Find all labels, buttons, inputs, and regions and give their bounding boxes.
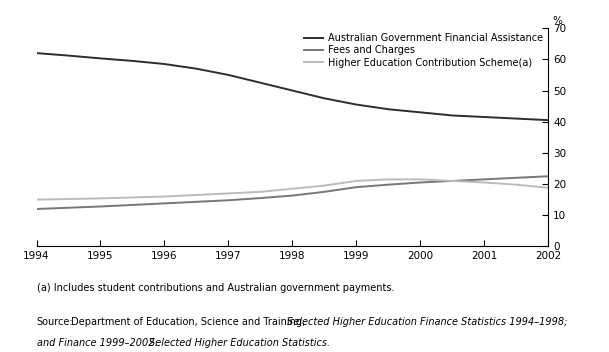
Fees and Charges — [97, 205, 104, 209]
Fees and Charges — [128, 203, 136, 207]
Fees and Charges — [384, 183, 392, 187]
Fees and Charges — [481, 177, 488, 182]
Australian Government Financial Assistance — [161, 62, 168, 66]
Fees and Charges — [65, 206, 72, 210]
Line: Australian Government Financial Assistance: Australian Government Financial Assistan… — [37, 53, 548, 120]
Fees and Charges — [320, 190, 328, 194]
Higher Education Contribution Scheme(a) — [161, 194, 168, 199]
Australian Government Financial Assistance — [481, 115, 488, 119]
Legend: Australian Government Financial Assistance, Fees and Charges, Higher Education C: Australian Government Financial Assistan… — [304, 33, 543, 68]
Text: Selected Higher Education Finance Statistics 1994–1998;: Selected Higher Education Finance Statis… — [287, 317, 567, 327]
Fees and Charges — [289, 194, 296, 198]
Australian Government Financial Assistance — [448, 113, 456, 118]
Australian Government Financial Assistance — [65, 54, 72, 58]
Higher Education Contribution Scheme(a) — [65, 197, 72, 201]
Fees and Charges — [161, 201, 168, 206]
Higher Education Contribution Scheme(a) — [97, 196, 104, 201]
Higher Education Contribution Scheme(a) — [544, 186, 552, 190]
Text: Department of Education, Science and Training,: Department of Education, Science and Tra… — [68, 317, 308, 327]
Fees and Charges — [33, 207, 40, 211]
Australian Government Financial Assistance — [320, 96, 328, 100]
Australian Government Financial Assistance — [544, 118, 552, 122]
Fees and Charges — [256, 196, 264, 200]
Australian Government Financial Assistance — [353, 102, 360, 107]
Australian Government Financial Assistance — [192, 67, 200, 71]
Higher Education Contribution Scheme(a) — [225, 191, 232, 195]
Australian Government Financial Assistance — [97, 56, 104, 61]
Fees and Charges — [353, 185, 360, 189]
Higher Education Contribution Scheme(a) — [512, 183, 519, 187]
Higher Education Contribution Scheme(a) — [256, 190, 264, 194]
Higher Education Contribution Scheme(a) — [128, 195, 136, 200]
Higher Education Contribution Scheme(a) — [320, 183, 328, 188]
Higher Education Contribution Scheme(a) — [33, 197, 40, 202]
Australian Government Financial Assistance — [384, 107, 392, 111]
Fees and Charges — [544, 174, 552, 178]
Fees and Charges — [192, 200, 200, 204]
Higher Education Contribution Scheme(a) — [289, 187, 296, 191]
Higher Education Contribution Scheme(a) — [417, 177, 424, 182]
Line: Higher Education Contribution Scheme(a): Higher Education Contribution Scheme(a) — [37, 180, 548, 200]
Higher Education Contribution Scheme(a) — [353, 179, 360, 183]
Fees and Charges — [225, 198, 232, 202]
Australian Government Financial Assistance — [256, 81, 264, 85]
Australian Government Financial Assistance — [512, 117, 519, 121]
Text: Source:: Source: — [37, 317, 73, 327]
Text: Selected Higher Education Statistics.: Selected Higher Education Statistics. — [149, 338, 330, 348]
Text: %: % — [552, 17, 562, 26]
Australian Government Financial Assistance — [417, 110, 424, 114]
Higher Education Contribution Scheme(a) — [384, 177, 392, 182]
Fees and Charges — [417, 180, 424, 184]
Higher Education Contribution Scheme(a) — [448, 179, 456, 183]
Text: (a) Includes student contributions and Australian government payments.: (a) Includes student contributions and A… — [37, 283, 394, 293]
Fees and Charges — [448, 179, 456, 183]
Australian Government Financial Assistance — [225, 73, 232, 77]
Australian Government Financial Assistance — [33, 51, 40, 55]
Australian Government Financial Assistance — [128, 59, 136, 63]
Line: Fees and Charges: Fees and Charges — [37, 176, 548, 209]
Higher Education Contribution Scheme(a) — [192, 193, 200, 197]
Australian Government Financial Assistance — [289, 88, 296, 93]
Fees and Charges — [512, 176, 519, 180]
Higher Education Contribution Scheme(a) — [481, 180, 488, 184]
Text: and Finance 1999–2002:: and Finance 1999–2002: — [37, 338, 160, 348]
